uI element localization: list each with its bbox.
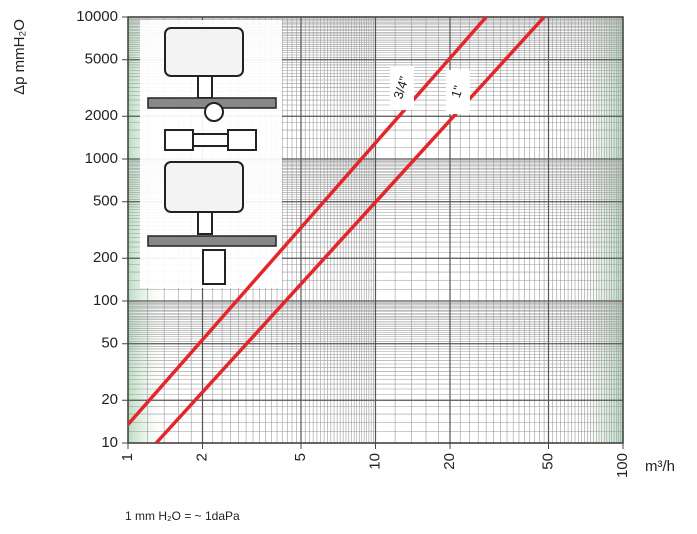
x-tick-label: 50 <box>539 453 556 470</box>
line-series <box>154 15 546 445</box>
x-tick-label: 10 <box>366 453 383 470</box>
label-background <box>446 70 470 114</box>
note: 1 mm H₂O = ~ 1daPa <box>125 509 240 523</box>
y-axis-label: Δp mmH₂O <box>11 19 28 95</box>
y-tick-label: 10000 <box>76 8 118 25</box>
x-tick-label: 5 <box>292 453 309 461</box>
series-label: 3/4" <box>390 74 411 101</box>
illustration <box>140 20 282 288</box>
y-tick-label: 20 <box>101 391 118 408</box>
y-tick-label: 10 <box>101 434 118 451</box>
x-tick-label: 1 <box>119 453 136 461</box>
y-tick-label: 500 <box>93 193 118 210</box>
y-tick-label: 200 <box>93 249 118 266</box>
series-label: 1" <box>448 83 466 99</box>
x-tick-label: 20 <box>441 453 458 470</box>
y-tick-label: 2000 <box>85 107 118 124</box>
x-tick-label: 100 <box>614 453 631 478</box>
y-tick-label: 50 <box>101 335 118 352</box>
line-series <box>126 15 488 426</box>
x-tick-label: 2 <box>193 453 210 461</box>
label-background <box>390 66 414 110</box>
x-axis-label: m³/h <box>645 458 675 475</box>
y-tick-label: 100 <box>93 292 118 309</box>
y-tick-label: 5000 <box>85 51 118 68</box>
y-tick-label: 1000 <box>85 150 118 167</box>
